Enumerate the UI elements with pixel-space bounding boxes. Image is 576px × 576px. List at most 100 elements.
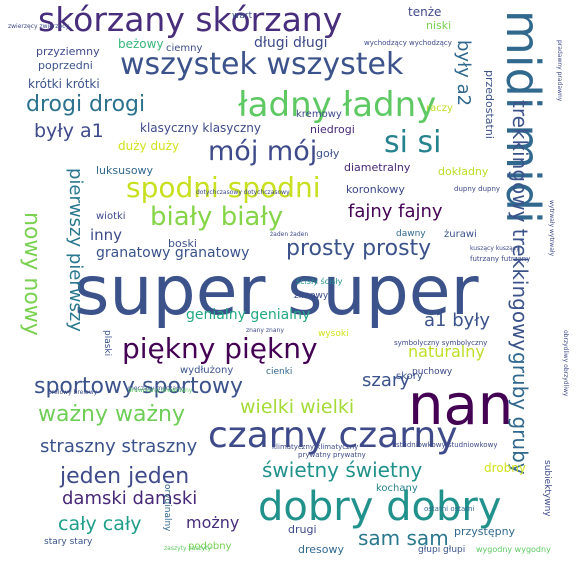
word: super super bbox=[74, 252, 479, 331]
word: czarny czarny bbox=[208, 415, 458, 456]
word: drugi bbox=[288, 523, 317, 536]
word: podobny bbox=[188, 541, 232, 552]
word: przedostatni bbox=[483, 70, 496, 139]
word: plaski bbox=[102, 330, 112, 357]
word: wydłużony bbox=[180, 365, 234, 376]
word: możny bbox=[186, 513, 240, 532]
word: niski bbox=[426, 19, 452, 32]
word: prosty prosty bbox=[286, 236, 432, 261]
word: midi midi bbox=[496, 10, 550, 224]
word: drogi drogi bbox=[26, 92, 146, 117]
word: głupi głupi bbox=[418, 545, 466, 555]
word: ładny ładny bbox=[238, 85, 437, 125]
word: żurawi bbox=[444, 229, 477, 240]
word: futrzany futrzany bbox=[470, 255, 531, 263]
word: zwierzęcy zwierzęcy bbox=[8, 23, 70, 30]
word: były a2 bbox=[453, 40, 474, 107]
word: znany znany bbox=[246, 327, 284, 334]
word: mój mój bbox=[208, 136, 318, 167]
word: wiotki bbox=[96, 211, 126, 222]
word: sportowy sportowy bbox=[34, 374, 244, 399]
word: genialny genialny bbox=[186, 307, 311, 323]
word: koronkowy bbox=[346, 183, 405, 196]
word: gruby gruby bbox=[508, 352, 532, 475]
word: obrzydliwy obrzydliwy bbox=[562, 330, 569, 397]
word: przystępny bbox=[454, 525, 516, 538]
word: naturalny bbox=[408, 342, 485, 361]
word: poprzedni bbox=[38, 59, 93, 72]
word: ciemny bbox=[166, 43, 203, 54]
word: stary stary bbox=[44, 537, 93, 547]
word: skórzany skórzany bbox=[38, 0, 343, 39]
word: wielki wielki bbox=[240, 396, 355, 418]
word: luksusowy bbox=[96, 164, 154, 177]
word: pierwszy pierwszy bbox=[65, 168, 86, 332]
word: oryginalny bbox=[162, 484, 172, 532]
word: nowy nowy bbox=[19, 212, 44, 336]
word: puchowy bbox=[412, 367, 453, 377]
word: trekkingowy trekkingowy bbox=[508, 100, 532, 352]
word: wysoki bbox=[318, 329, 349, 339]
word: pradawny pradawny bbox=[556, 40, 563, 102]
word: szary bbox=[362, 370, 410, 391]
word: wart bbox=[232, 11, 253, 21]
word: kuszący kuszący bbox=[470, 245, 520, 252]
word: klimatyczny klimatyczny bbox=[272, 443, 359, 451]
word: świetny świetny bbox=[262, 458, 423, 482]
word: męczący męczący bbox=[128, 385, 183, 392]
word: ostatni ostatni bbox=[424, 505, 475, 513]
word: wszystek wszystek bbox=[120, 47, 404, 82]
word: ścisły ścisły bbox=[296, 277, 343, 286]
word: zimowy bbox=[294, 291, 329, 301]
word: drobny bbox=[484, 461, 526, 475]
word: długi długi bbox=[254, 35, 328, 51]
word: były a1 bbox=[34, 120, 104, 142]
word: dotychczasowy dotychczasowy bbox=[196, 189, 290, 196]
word: nan bbox=[408, 373, 514, 438]
word: przyziemny bbox=[36, 45, 100, 58]
word: krótki krótki bbox=[28, 77, 100, 91]
word: duży duży bbox=[118, 139, 180, 153]
word: ważny ważny bbox=[38, 402, 185, 427]
word: sam sam bbox=[358, 526, 449, 550]
word: biały biały bbox=[150, 202, 284, 232]
word: dupny dupny bbox=[454, 185, 501, 193]
word: dresowy bbox=[298, 543, 344, 556]
word: wychodzący wychodzący bbox=[364, 39, 452, 47]
word: subiektywny bbox=[542, 460, 552, 517]
word: dawny bbox=[396, 229, 426, 239]
word: raczy bbox=[426, 103, 453, 114]
word: beżowy bbox=[118, 37, 164, 51]
word: cienki bbox=[266, 367, 293, 377]
word: żaden żaden bbox=[270, 231, 309, 238]
word: zaszyty zaszyty bbox=[164, 545, 212, 552]
word: straszny straszny bbox=[40, 436, 198, 457]
word: boski bbox=[168, 237, 197, 250]
word: niedrogi bbox=[310, 123, 355, 136]
word: granatowy granatowy bbox=[96, 245, 250, 261]
word: studniowkowy studniowkowy bbox=[396, 441, 498, 449]
word: wytrwały wytrwały bbox=[548, 200, 555, 257]
word: goły bbox=[316, 147, 340, 160]
word: inny bbox=[90, 226, 123, 244]
word: symbolyczny symbolyczny bbox=[394, 339, 488, 347]
word: spodni spodni bbox=[126, 171, 321, 204]
word: tenże bbox=[408, 5, 442, 19]
word: a1 były bbox=[424, 310, 491, 331]
word: dokładny bbox=[438, 165, 489, 178]
word: piękny piękny bbox=[122, 332, 318, 365]
word: jeden jeden bbox=[60, 464, 190, 489]
word: kochany bbox=[376, 483, 418, 494]
word: skory bbox=[396, 371, 423, 382]
word: klasyczny klasyczny bbox=[140, 121, 262, 135]
word: kremowy bbox=[296, 109, 342, 120]
word: prywatny prywatny bbox=[298, 451, 366, 459]
word: si si bbox=[384, 125, 442, 160]
word: cały cały bbox=[58, 513, 142, 535]
word: brelowy brelowy bbox=[48, 389, 98, 396]
word: wygodny wygodny bbox=[476, 545, 551, 554]
word: diametralny bbox=[344, 161, 411, 174]
word: drewniany drewniany bbox=[128, 387, 193, 394]
word: dobry dobry bbox=[258, 484, 502, 530]
